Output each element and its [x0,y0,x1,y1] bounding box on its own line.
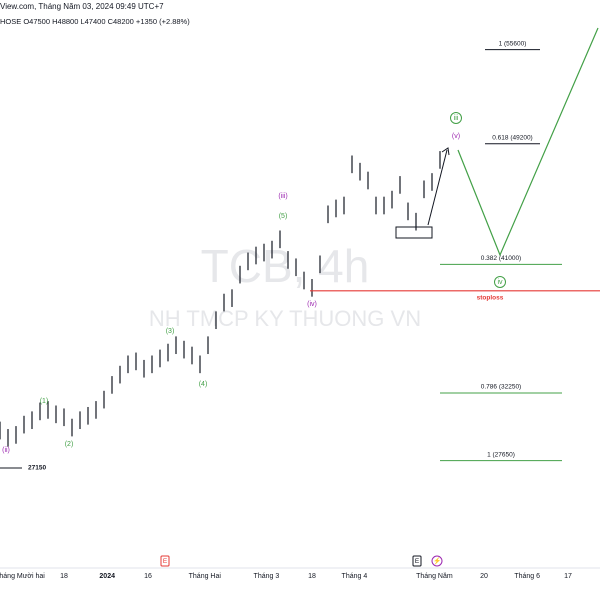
wave-label: (iv) [307,301,317,308]
event-label: E [415,558,420,565]
x-tick-label: Tháng Năm [416,573,453,580]
event-icon [160,555,170,567]
wave-label: (2) [65,441,74,448]
box [395,226,433,239]
wave-label: (v) [452,133,460,140]
x-tick-label: 18 [308,573,316,580]
event-icon [431,555,443,567]
watermark: TCB, 4h [201,240,370,292]
support-label: 27150 [28,465,46,472]
event-icon [412,555,422,567]
fib-label: 0.382 (41000) [481,255,521,262]
arrow [427,149,448,226]
wave-label: (1) [40,398,49,405]
stoploss-label: stoploss [477,295,504,302]
quote: HOSE O47500 H48800 L47400 C48200 +1350 (… [0,17,190,26]
fib-label: 0.618 (49200) [492,134,532,141]
wave-label: (iii) [278,193,287,200]
x-tick-label: Tháng 6 [514,573,540,580]
wave-circle [450,112,462,124]
x-tick-label: 17 [564,573,572,580]
x-tick-label: 2024 [99,573,115,580]
x-tick-label: Tháng 3 [254,573,280,580]
x-tick-label: 16 [144,573,152,580]
x-tick-label: 18 [60,573,68,580]
wave-label: (3) [166,328,175,335]
event-label: E [163,558,168,565]
header: View.com, Tháng Năm 03, 2024 09:49 UTC+7 [0,2,164,11]
wave-label: (5) [279,213,288,220]
wave-label: iv [497,279,503,286]
fib-label: 1 (55600) [499,40,527,47]
x-tick-label: 20 [480,573,488,580]
wave-circle [494,276,506,288]
wave-label: (ii) [2,447,10,454]
x-tick-label: Tháng Mười hai [0,573,45,580]
watermark-sub: NH TMCP KY THUONG VN [149,306,421,331]
wave-label: (4) [199,381,208,388]
event-label: ⚡ [433,557,441,565]
projection [457,27,599,257]
x-tick-label: Tháng 4 [342,573,368,580]
wave-label: iii [454,115,459,122]
arrow-head [441,147,450,156]
fib-label: 0.786 (32250) [481,384,521,391]
x-tick-label: Tháng Hai [189,573,222,580]
fib-label: 1 (27650) [487,451,515,458]
